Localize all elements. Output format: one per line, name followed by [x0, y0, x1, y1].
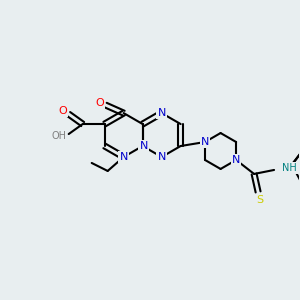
- Text: N: N: [158, 108, 166, 118]
- Text: O: O: [95, 98, 104, 108]
- Text: N: N: [140, 141, 148, 151]
- Text: N: N: [201, 137, 209, 147]
- Text: NH: NH: [282, 163, 297, 173]
- Text: OH: OH: [51, 131, 66, 141]
- Text: N: N: [232, 155, 240, 165]
- Text: N: N: [119, 152, 128, 162]
- Text: S: S: [256, 195, 264, 205]
- Text: N: N: [158, 152, 166, 162]
- Text: O: O: [58, 106, 67, 116]
